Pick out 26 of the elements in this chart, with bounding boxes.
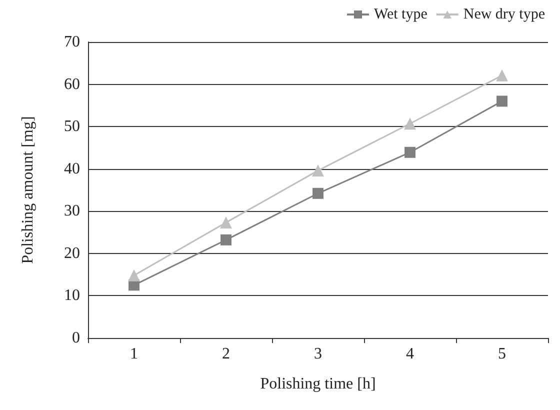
legend-label: Wet type [374,6,428,22]
x-tick-label: 4 [406,346,414,362]
y-tick-label: 40 [64,160,80,178]
y-tick-label: 70 [64,34,80,50]
y-axis-title: Polishing amount [mg] [20,116,36,264]
x-tick-label: 2 [222,346,230,362]
x-tick-label: 3 [314,346,322,362]
y-tick-label: 10 [64,287,80,304]
point [220,216,232,229]
x-axis-title: Polishing time [h] [260,376,376,392]
x-tick-label: 1 [130,346,138,362]
x-tick-label: 5 [498,346,506,362]
point [128,269,140,282]
point [404,118,416,130]
point [312,188,324,199]
y-tick-label: 0 [72,330,80,346]
y-tick-label: 50 [64,118,80,136]
y-tick-label: 20 [64,244,80,262]
point [312,164,324,177]
y-tick-label: 30 [64,202,80,220]
point [220,234,232,246]
point [496,96,508,107]
y-tick-label: 60 [64,76,80,93]
point [404,146,416,158]
point [496,69,508,82]
legend-label: New dry type [463,6,546,22]
